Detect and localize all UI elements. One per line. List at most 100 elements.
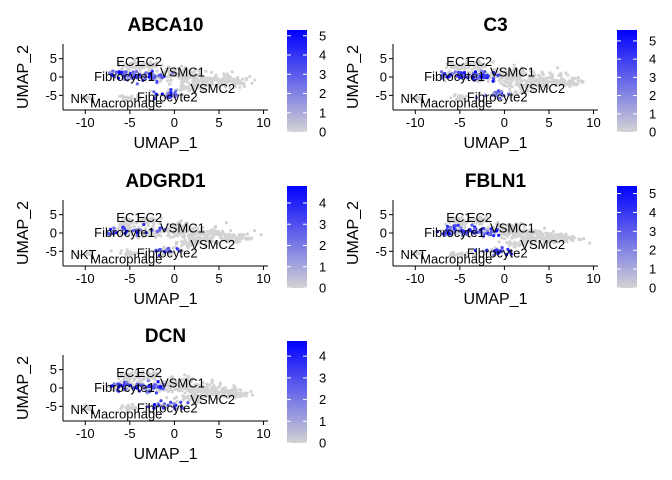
x-tick-label: -5 [124,271,136,286]
cell-point [222,232,226,236]
x-tick-label: 0 [171,115,178,130]
cell-point [201,89,205,93]
x-tick-label: 5 [545,271,552,286]
y-tick-label: -5 [45,88,57,103]
cell-point [513,89,517,93]
cluster-label: VSMC2 [190,81,235,96]
panel-title: ADGRD1 [125,171,206,192]
cell-point [191,80,196,85]
cell-point [439,228,443,232]
cell-point [223,75,228,80]
cell-point [500,236,504,240]
cell-point [577,237,581,241]
cluster-label: EC1 [116,54,141,69]
cell-point [130,233,134,237]
cell-point [160,252,164,256]
cell-point [118,94,122,98]
point-cloud [80,58,257,104]
cell-point [199,79,203,83]
x-axis-title: UMAP_1 [133,135,197,152]
cell-point [473,66,477,70]
cell-point [486,225,490,229]
cell-point [122,74,126,78]
cell-point [146,217,150,222]
cell-point [135,233,139,238]
cell-point [139,219,143,223]
cell-point [188,74,192,78]
cell-point [237,233,241,237]
cell-point [452,219,457,223]
cell-point [216,232,220,236]
colorbar-tick-label: 0 [319,125,326,140]
cell-point [179,219,183,223]
cell-point [154,249,158,253]
cell-point [552,229,556,233]
cell-point [564,71,568,75]
cell-point [140,250,144,254]
cell-point [468,235,472,239]
colorbar-tick-label: 3 [319,67,326,82]
cell-point [531,69,535,74]
cell-point [231,81,235,85]
cell-point [216,82,220,86]
cell-point [209,70,214,74]
cell-point [462,223,466,227]
cell-point [204,69,208,73]
cell-point [525,79,529,83]
cell-point [80,96,84,100]
cell-point [169,78,173,82]
cell-point [250,236,254,240]
cell-point [174,241,178,245]
cell-point [185,229,190,233]
cell-point [179,88,183,92]
cell-point [205,81,209,85]
y-axis-title: UMAP_2 [15,45,32,109]
cell-point [84,95,88,99]
cell-point [539,232,543,236]
cell-point [212,229,216,233]
cell-point [149,77,153,82]
cell-point [444,222,448,226]
cell-point [548,71,552,75]
cell-point [189,243,193,248]
cell-point [532,84,536,88]
cell-point [154,92,158,96]
cell-point [127,228,132,232]
cell-point [491,60,495,64]
colorbar-tick-label: 4 [319,349,326,364]
cell-point [119,249,123,253]
cell-point [217,85,221,89]
cell-point [131,61,136,65]
cluster-label: VSMC1 [160,65,205,80]
cell-point [181,93,185,97]
cell-point [150,220,155,224]
cell-point [117,71,121,75]
cell-point [232,233,236,237]
cell-point [546,232,550,236]
cell-point [191,237,195,242]
cell-point [497,240,501,244]
colorbar-tick-label: 2 [319,238,326,253]
cell-point [475,96,479,100]
cell-point [453,70,457,74]
cell-point [202,86,206,91]
cell-point [224,221,228,225]
cell-point [553,79,557,83]
colorbar-tick-label: 4 [319,48,326,63]
colorbar-tick-label: 1 [319,414,326,429]
cell-point [568,84,572,88]
cell-point [492,93,496,97]
cell-point [190,86,195,91]
cell-point [111,69,115,73]
cell-point [195,238,199,242]
cell-point [157,74,161,78]
cell-point [535,84,539,88]
cell-point [520,68,525,73]
cell-point [139,75,143,79]
cell-point [189,241,193,245]
cell-point [522,90,526,94]
cell-point [502,94,506,98]
x-axis-title: UMAP_1 [463,291,527,308]
cell-point [112,226,116,230]
